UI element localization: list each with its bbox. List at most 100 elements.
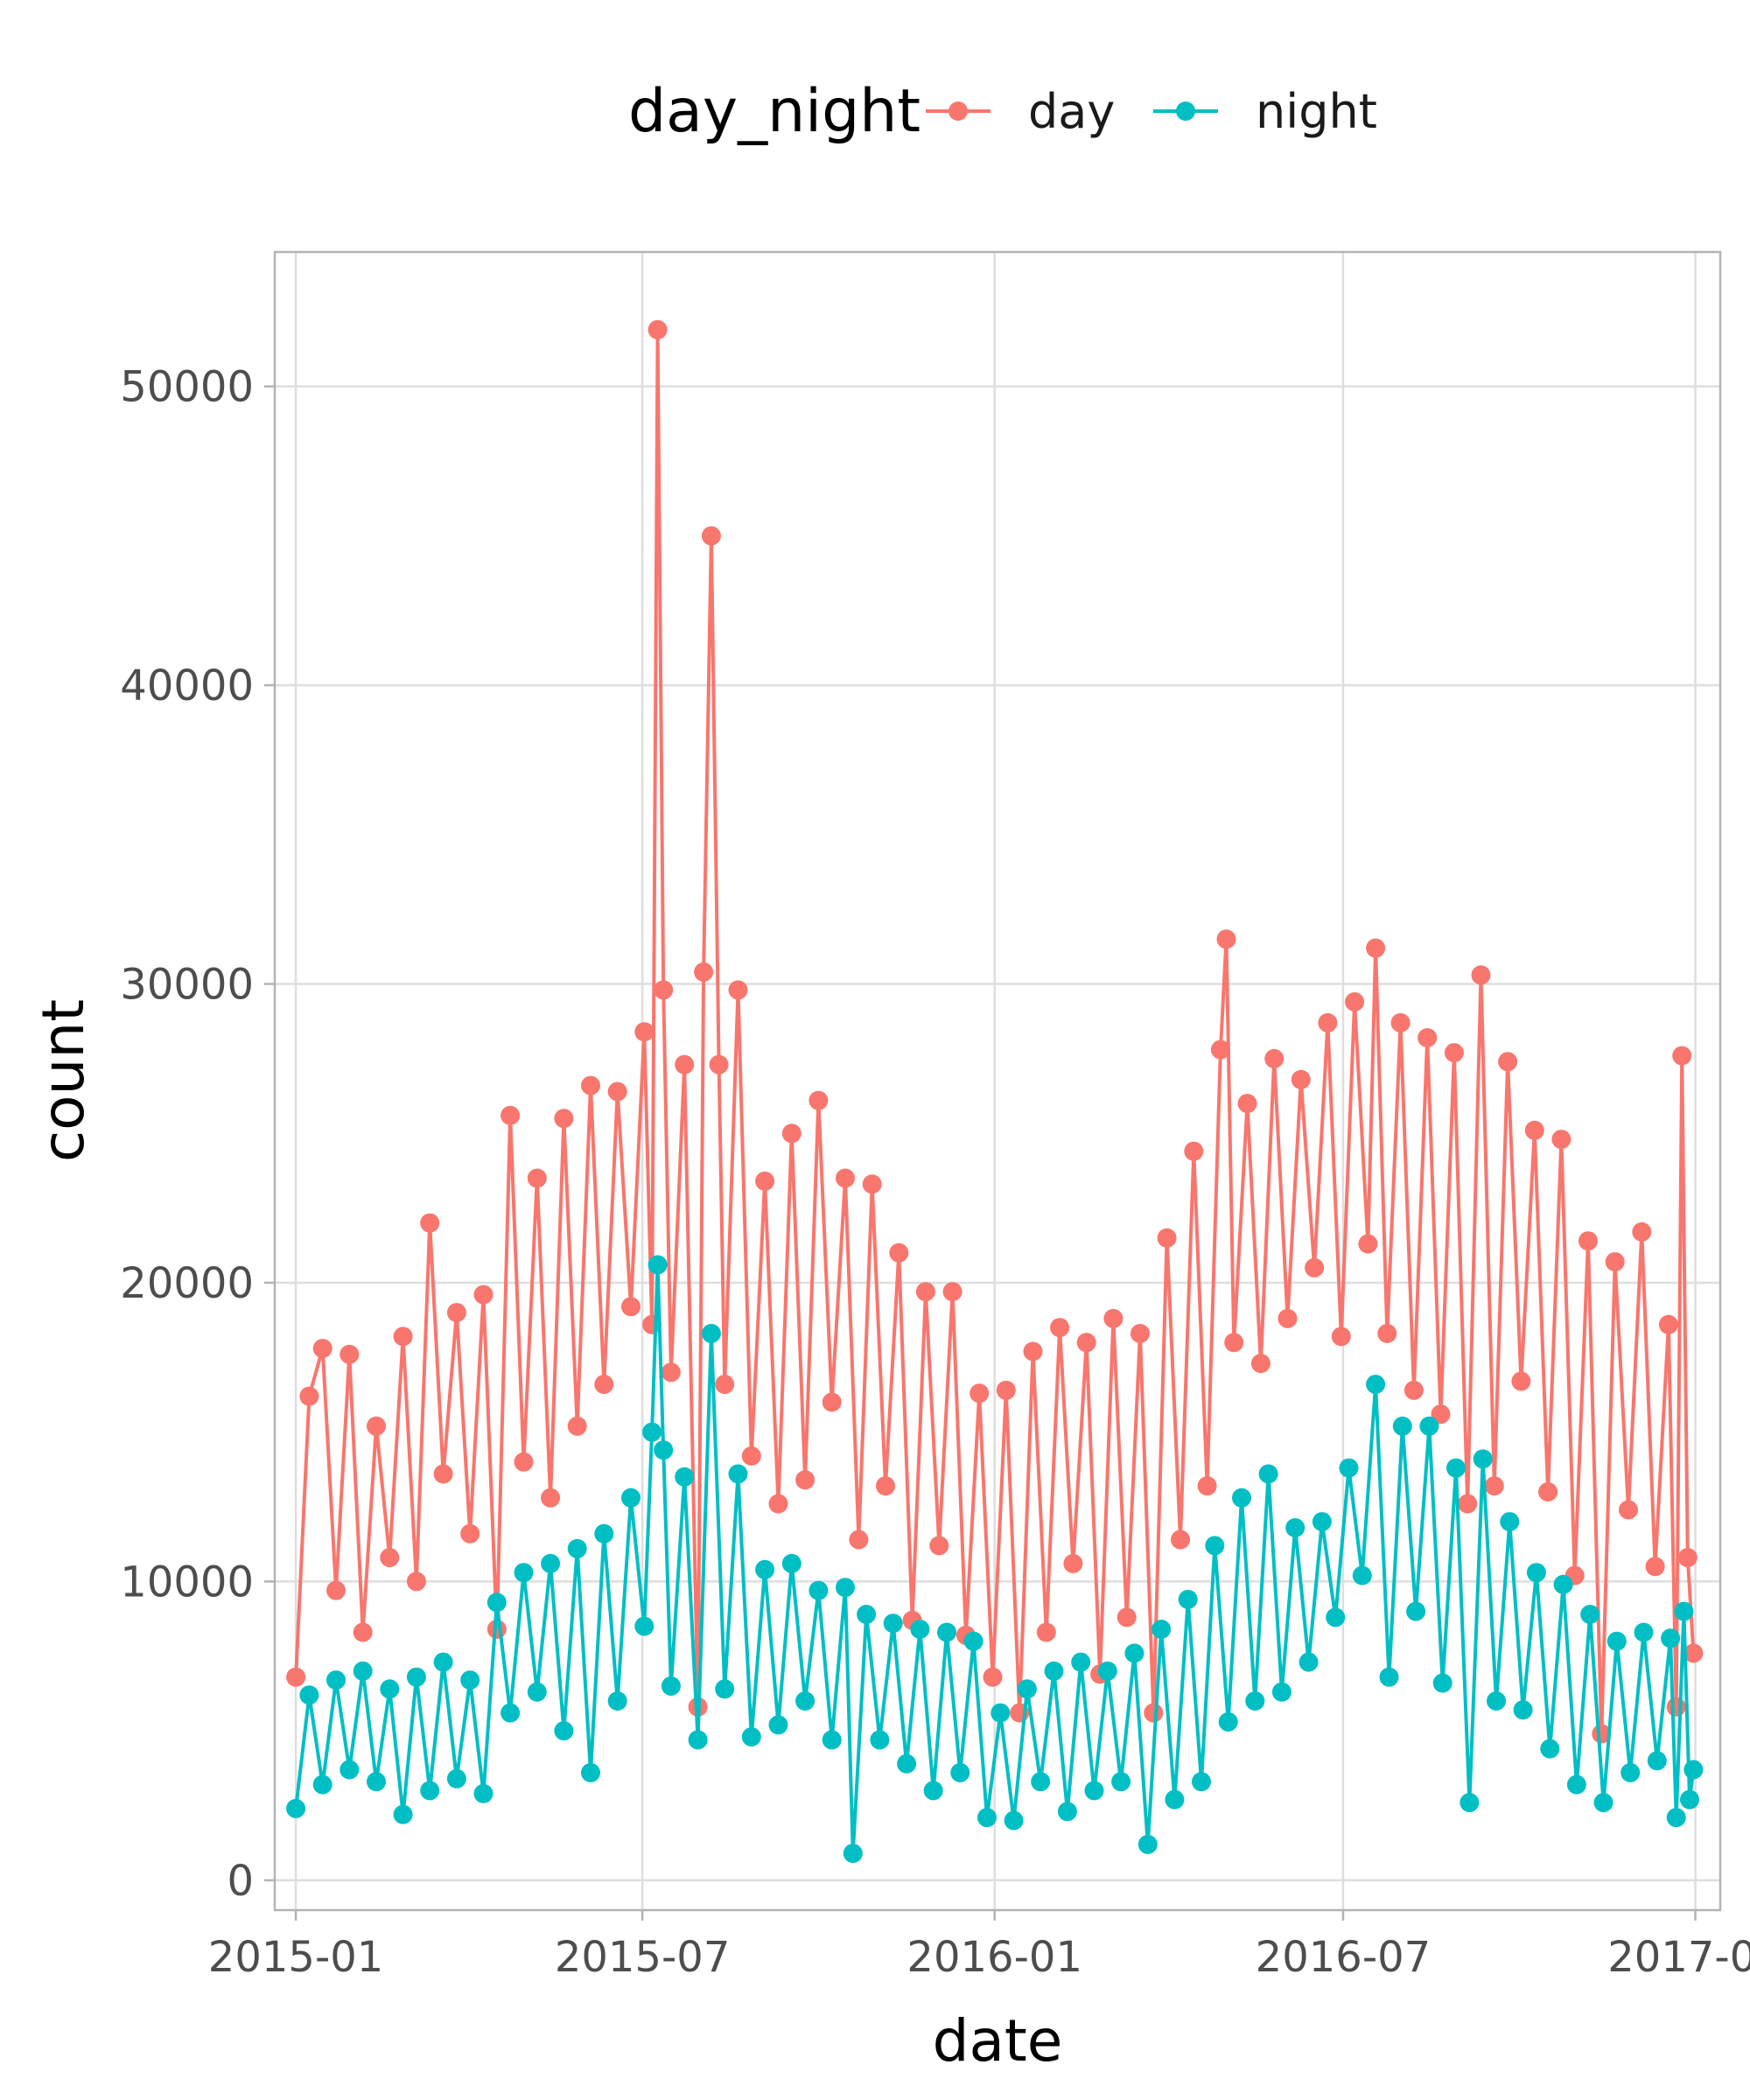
data-point-night — [688, 1730, 708, 1750]
data-point-day — [1103, 1308, 1124, 1328]
data-point-day — [1632, 1222, 1652, 1242]
data-point-day — [654, 980, 674, 1000]
data-point-night — [661, 1676, 681, 1696]
data-point-day — [1076, 1333, 1096, 1353]
data-point-day — [1237, 1094, 1257, 1114]
data-point-day — [1250, 1354, 1270, 1374]
plot-area — [286, 319, 1704, 1864]
data-point-night — [1526, 1563, 1546, 1583]
data-point-night — [634, 1616, 654, 1636]
data-point-day — [581, 1075, 600, 1096]
data-point-night — [728, 1464, 748, 1484]
data-point-night — [675, 1466, 695, 1487]
data-point-night — [1326, 1607, 1346, 1628]
y-tick-label: 40000 — [120, 662, 254, 710]
y-tick-label: 30000 — [120, 961, 254, 1010]
data-point-night — [1084, 1781, 1104, 1801]
data-point-day — [836, 1168, 855, 1188]
data-point-night — [808, 1580, 829, 1600]
data-point-night — [1192, 1772, 1211, 1792]
data-point-day — [527, 1168, 547, 1188]
data-point-day — [1471, 965, 1491, 985]
data-point-day — [460, 1523, 480, 1544]
data-point-night — [1245, 1691, 1265, 1711]
data-point-day — [500, 1105, 521, 1125]
data-point-day — [621, 1297, 640, 1317]
data-point-day — [648, 319, 668, 340]
data-point-night — [822, 1730, 842, 1750]
data-point-night — [883, 1614, 903, 1634]
data-point-day — [1484, 1476, 1504, 1496]
x-tick-label: 2015-07 — [555, 1933, 731, 1982]
data-point-night — [1312, 1512, 1332, 1532]
data-point-night — [1460, 1793, 1480, 1813]
data-point-day — [715, 1375, 735, 1395]
data-point-day — [1551, 1130, 1572, 1150]
data-point-day — [1331, 1326, 1351, 1347]
data-point-night — [1446, 1458, 1466, 1478]
data-point-day — [1418, 1028, 1438, 1047]
data-point-night — [1285, 1518, 1306, 1537]
data-point-day — [929, 1536, 949, 1556]
data-point-night — [326, 1670, 346, 1690]
data-point-day — [889, 1242, 909, 1263]
data-point-day — [1666, 1697, 1686, 1717]
legend: day_night day night — [628, 77, 1377, 146]
data-point-night — [1553, 1574, 1573, 1594]
data-point-day — [1036, 1622, 1056, 1642]
data-point-day — [1672, 1046, 1692, 1066]
data-point-night — [1406, 1601, 1426, 1621]
data-point-night — [594, 1523, 614, 1544]
data-point-night — [1684, 1760, 1704, 1780]
data-point-night — [654, 1440, 674, 1460]
data-point-night — [406, 1667, 426, 1687]
data-point-night — [1606, 1631, 1627, 1651]
legend-item-day: day — [926, 84, 1115, 139]
x-tick-label: 2016-01 — [906, 1933, 1082, 1982]
data-point-night — [446, 1768, 466, 1788]
series-night — [286, 1255, 1704, 1864]
data-point-day — [607, 1082, 627, 1102]
data-point-night — [286, 1798, 306, 1818]
data-point-night — [527, 1682, 547, 1702]
data-point-night — [1487, 1691, 1506, 1711]
data-point-day — [1305, 1257, 1325, 1278]
series-day — [286, 319, 1704, 1744]
data-point-day — [1658, 1314, 1678, 1334]
data-point-day — [393, 1326, 413, 1347]
data-point-night — [1044, 1661, 1064, 1681]
data-point-day — [1345, 992, 1365, 1012]
data-point-night — [1473, 1449, 1493, 1469]
data-point-day — [340, 1344, 360, 1364]
legend-key-point — [948, 102, 968, 121]
data-point-night — [897, 1754, 917, 1774]
data-point-night — [1271, 1682, 1292, 1702]
data-point-night — [1232, 1488, 1251, 1508]
data-point-night — [1298, 1652, 1319, 1672]
data-point-night — [1620, 1762, 1641, 1782]
data-point-day — [781, 1124, 802, 1144]
data-point-day — [1224, 1333, 1244, 1353]
data-point-night — [1392, 1416, 1412, 1436]
data-point-night — [836, 1578, 855, 1598]
x-tick-label: 2015-01 — [208, 1933, 384, 1982]
data-point-night — [937, 1622, 956, 1642]
legend-key-point — [1176, 102, 1195, 121]
plot-panel-border — [273, 250, 1722, 1912]
data-point-night — [1647, 1751, 1667, 1771]
data-point-day — [1116, 1607, 1137, 1628]
data-point-night — [1661, 1628, 1681, 1648]
data-point-night — [367, 1772, 386, 1792]
data-point-day — [1023, 1341, 1043, 1362]
data-point-night — [1352, 1565, 1372, 1586]
data-point-day — [1291, 1069, 1311, 1089]
series-line-night — [294, 1263, 1696, 1856]
legend-label: day — [1028, 84, 1115, 139]
data-point-day — [420, 1213, 440, 1233]
data-point-night — [1379, 1667, 1399, 1687]
data-point-night — [1111, 1772, 1131, 1792]
data-point-day — [1210, 1040, 1230, 1060]
data-point-night — [910, 1620, 930, 1639]
